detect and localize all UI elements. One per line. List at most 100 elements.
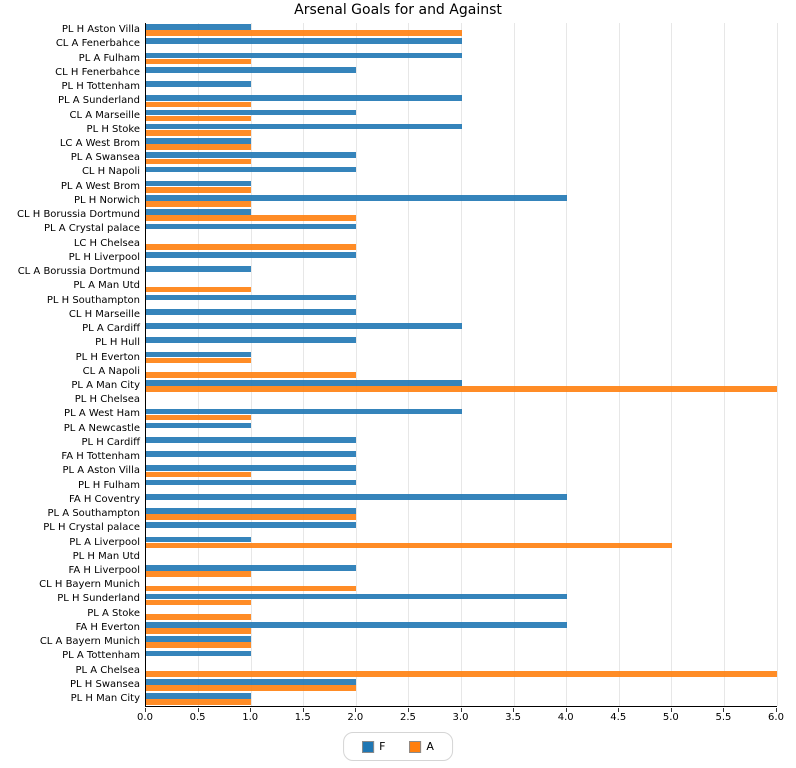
bar-row xyxy=(146,450,777,464)
bar-f xyxy=(146,351,252,358)
x-tick-mark xyxy=(565,707,567,712)
category-label: PL A Tottenham xyxy=(62,650,140,662)
bar-a xyxy=(146,286,252,293)
gridline xyxy=(671,23,673,706)
bar-row xyxy=(146,251,777,265)
bar-f xyxy=(146,650,252,657)
bar-row xyxy=(146,507,777,521)
bar-f xyxy=(146,493,567,500)
bar-a xyxy=(146,471,252,478)
category-label: PL A Fulham xyxy=(78,52,140,64)
bar-row xyxy=(146,521,777,535)
bar-row xyxy=(146,365,777,379)
x-tick-mark xyxy=(513,707,515,712)
bar-f xyxy=(146,66,357,73)
bar-row xyxy=(146,279,777,293)
bar-f xyxy=(146,693,252,699)
bar-f xyxy=(146,536,252,543)
bar-a xyxy=(146,201,252,207)
category-label: PL A Southampton xyxy=(47,508,140,520)
x-tick-mark xyxy=(670,707,672,712)
category-label: CL H Bayern Munich xyxy=(39,579,140,591)
x-tick-label: 4.0 xyxy=(557,712,574,723)
category-label: PL H Aston Villa xyxy=(61,24,140,36)
bar-f xyxy=(146,38,462,45)
category-label: PL H Norwich xyxy=(74,194,140,206)
x-tick-mark xyxy=(250,707,252,712)
bar-a xyxy=(146,144,252,150)
bar-f xyxy=(146,437,357,443)
bar-row xyxy=(146,664,777,678)
category-label: PL H Liverpool xyxy=(68,251,140,263)
bar-f xyxy=(146,266,252,272)
bar-f xyxy=(146,308,357,315)
category-label: CL H Marseille xyxy=(68,308,140,320)
category-label: PL A Man City xyxy=(71,379,140,391)
category-label: PL H Crystal palace xyxy=(43,522,140,534)
gridline xyxy=(408,23,410,706)
bar-row xyxy=(146,237,777,251)
category-label: PL A West Ham xyxy=(64,408,140,420)
bar-row xyxy=(146,51,777,65)
bar-f xyxy=(146,622,567,628)
legend-label-f: F xyxy=(379,740,386,753)
bar-row xyxy=(146,479,777,493)
x-tick-mark xyxy=(197,707,199,712)
x-tick-label: 6.0 xyxy=(768,712,784,723)
bar-f xyxy=(146,81,252,87)
bar-a xyxy=(146,614,252,620)
x-tick-label: 2.5 xyxy=(399,712,416,723)
bar-rows xyxy=(146,23,777,706)
bar-row xyxy=(146,678,777,692)
bar-f xyxy=(146,294,357,301)
x-tick-label: 0.5 xyxy=(189,712,206,723)
x-tick-label: 1.0 xyxy=(242,712,259,723)
category-label: PL H Man City xyxy=(70,693,140,705)
plot-area xyxy=(145,23,778,707)
bar-a xyxy=(146,585,357,592)
bar-row xyxy=(146,80,777,94)
bar-a xyxy=(146,386,777,392)
gridline xyxy=(723,23,725,706)
x-tick-label: 5.5 xyxy=(715,712,732,723)
category-label: CL H Fenerbahce xyxy=(55,66,140,78)
gridline xyxy=(566,23,568,706)
bar-a xyxy=(146,542,672,549)
bar-row xyxy=(146,108,777,122)
category-label: FA H Everton xyxy=(75,621,140,633)
chart-title: Arsenal Goals for and Against xyxy=(294,2,502,18)
bar-row xyxy=(146,464,777,478)
bar-row xyxy=(146,322,777,336)
category-label: LC H Chelsea xyxy=(73,237,140,249)
category-label: FA H Tottenham xyxy=(61,451,140,463)
bar-f xyxy=(146,337,357,343)
bar-f xyxy=(146,123,462,130)
category-label: CL A Napoli xyxy=(82,365,140,377)
category-label: CL H Napoli xyxy=(81,166,140,178)
x-tick-label: 2.0 xyxy=(347,712,364,723)
legend-item-f: F xyxy=(362,740,385,753)
bar-row xyxy=(146,493,777,507)
bar-a xyxy=(146,699,252,706)
bar-a xyxy=(146,243,357,250)
category-label: PL A Liverpool xyxy=(69,536,140,548)
bar-f xyxy=(146,152,357,158)
bar-a xyxy=(146,628,252,634)
category-label: PL A Newcastle xyxy=(63,422,140,434)
bar-a xyxy=(146,642,252,649)
legend-swatch-a xyxy=(409,740,422,753)
bar-a xyxy=(146,685,357,691)
legend-label-a: A xyxy=(426,740,434,753)
category-label: PL H Southampton xyxy=(46,294,140,306)
category-label: PL H Stoke xyxy=(86,123,140,135)
bar-a xyxy=(146,158,252,165)
bar-row xyxy=(146,535,777,549)
category-label: PL A Stoke xyxy=(87,607,140,619)
category-label: PL H Tottenham xyxy=(61,81,140,93)
legend: F A xyxy=(343,732,453,761)
category-label: PL A Chelsea xyxy=(75,664,140,676)
bar-row xyxy=(146,208,777,222)
bar-row xyxy=(146,407,777,421)
category-label: CL A Marseille xyxy=(69,109,140,121)
category-label: PL H Chelsea xyxy=(74,394,140,406)
